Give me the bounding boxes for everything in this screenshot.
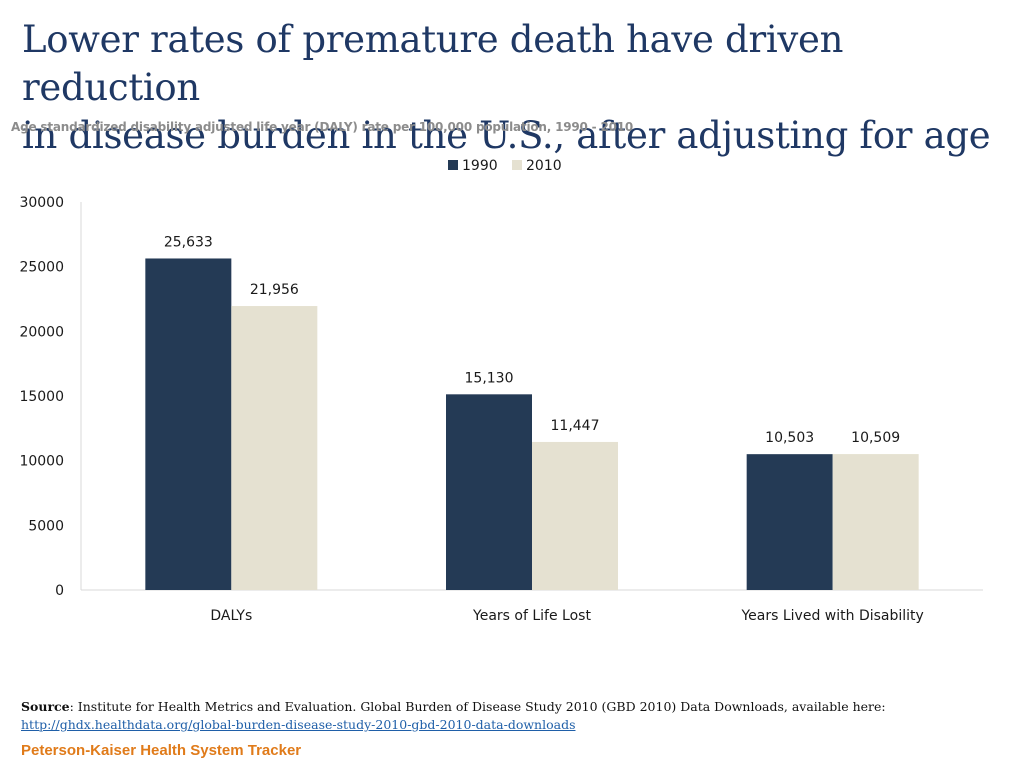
bar <box>446 394 532 590</box>
source-label: Source <box>21 699 70 714</box>
legend-swatch <box>448 160 458 170</box>
y-tick-label: 20000 <box>19 324 64 340</box>
x-tick-label: Years Lived with Disability <box>740 608 923 624</box>
y-tick-label: 10000 <box>19 454 64 470</box>
y-tick-label: 0 <box>55 583 64 599</box>
y-tick-label: 15000 <box>19 389 64 405</box>
chart-subtitle: Age standardized disability adjusted lif… <box>11 120 634 134</box>
bar <box>145 258 232 590</box>
source-note: Source: Institute for Health Metrics and… <box>21 698 1001 734</box>
legend-label: 2010 <box>526 158 562 174</box>
data-label: 21,956 <box>250 282 299 298</box>
bar-chart: 0 5000 10000 15000 20000 25000 30000 1990 2010 25… <box>19 158 983 624</box>
bar <box>532 441 618 590</box>
y-tick-label: 5000 <box>28 518 64 534</box>
data-label: 10,503 <box>765 430 814 446</box>
title-line-2: in disease burden in the U.S., after adj… <box>22 114 991 157</box>
y-tick-label: 25000 <box>19 260 64 276</box>
data-label: 11,447 <box>551 418 600 434</box>
source-text: : Institute for Health Metrics and Evalu… <box>69 699 886 714</box>
bar <box>231 306 318 590</box>
page-title: Lower rates of premature death have driv… <box>22 16 1012 160</box>
bar <box>746 454 833 590</box>
data-label: 15,130 <box>465 370 514 386</box>
source-link[interactable]: http://ghdx.healthdata.org/global-burden… <box>21 717 576 732</box>
x-tick-label: DALYs <box>210 608 252 624</box>
data-label: 25,633 <box>164 234 213 250</box>
title-line-1: Lower rates of premature death have driv… <box>22 18 844 109</box>
bar <box>832 454 919 590</box>
legend-label: 1990 <box>462 158 498 174</box>
legend-swatch <box>512 160 522 170</box>
data-label: 10,509 <box>851 430 900 446</box>
y-tick-label: 30000 <box>19 195 64 211</box>
footer-brand: Peterson-Kaiser Health System Tracker <box>21 742 302 759</box>
x-tick-label: Years of Life Lost <box>472 608 591 624</box>
